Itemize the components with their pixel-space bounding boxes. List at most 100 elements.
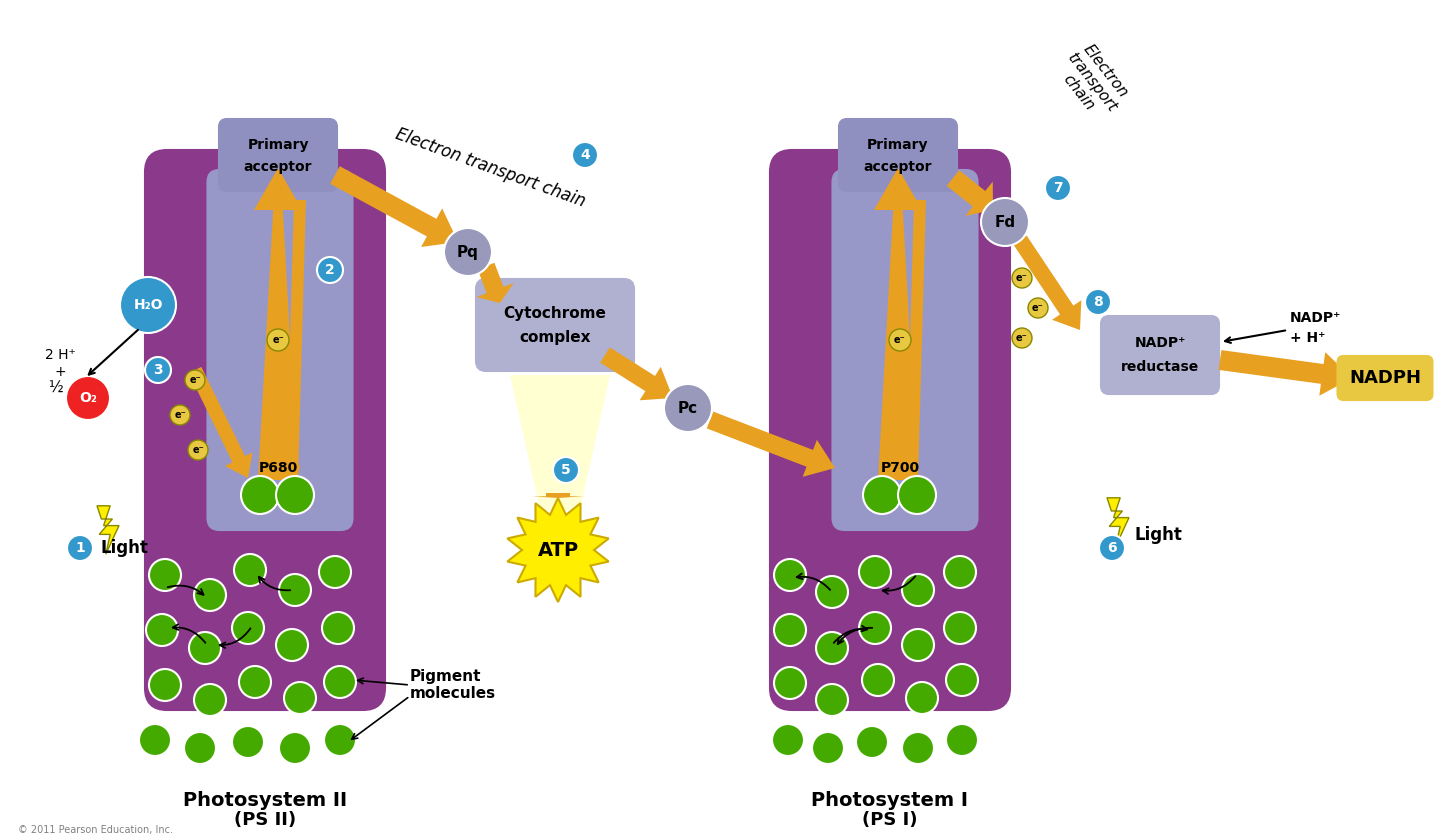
Polygon shape	[507, 498, 609, 602]
Text: O₂: O₂	[79, 391, 96, 405]
Circle shape	[1099, 535, 1125, 561]
Polygon shape	[189, 367, 252, 478]
Text: acceptor: acceptor	[243, 160, 312, 174]
Circle shape	[320, 556, 351, 588]
Circle shape	[1084, 289, 1112, 315]
Text: complex: complex	[520, 329, 590, 344]
Text: (PS I): (PS I)	[863, 811, 917, 829]
Circle shape	[276, 629, 308, 661]
Circle shape	[235, 554, 266, 586]
Circle shape	[284, 682, 315, 714]
Circle shape	[1012, 268, 1032, 288]
Circle shape	[444, 228, 492, 276]
Text: NADPH: NADPH	[1349, 369, 1421, 387]
Circle shape	[140, 724, 171, 756]
FancyBboxPatch shape	[477, 279, 634, 371]
Text: Electron transport chain: Electron transport chain	[393, 125, 588, 211]
Circle shape	[553, 457, 579, 483]
Text: 1: 1	[75, 541, 85, 555]
Circle shape	[194, 579, 226, 611]
Circle shape	[1045, 175, 1071, 201]
Text: Primary: Primary	[248, 138, 308, 152]
Circle shape	[816, 632, 848, 664]
Circle shape	[816, 684, 848, 716]
Circle shape	[1028, 298, 1048, 318]
Circle shape	[184, 370, 204, 390]
Circle shape	[184, 732, 216, 764]
Text: e⁻: e⁻	[1017, 273, 1028, 283]
Text: Photosystem I: Photosystem I	[812, 790, 969, 810]
Circle shape	[981, 198, 1030, 246]
Text: e⁻: e⁻	[1032, 303, 1044, 313]
Circle shape	[68, 535, 94, 561]
Circle shape	[194, 684, 226, 716]
FancyBboxPatch shape	[145, 150, 384, 710]
Polygon shape	[906, 200, 926, 480]
Circle shape	[775, 559, 806, 591]
Text: Pigment
molecules: Pigment molecules	[410, 669, 497, 701]
Circle shape	[279, 732, 311, 764]
Text: ½: ½	[48, 381, 62, 396]
Circle shape	[860, 612, 891, 644]
Text: P680: P680	[258, 461, 298, 475]
Polygon shape	[1218, 350, 1352, 396]
Polygon shape	[258, 195, 298, 480]
Circle shape	[170, 405, 190, 425]
Text: (PS II): (PS II)	[233, 811, 297, 829]
Polygon shape	[1107, 498, 1129, 546]
Text: 2 H⁺: 2 H⁺	[45, 348, 75, 362]
Polygon shape	[531, 493, 585, 498]
Text: H₂O: H₂O	[134, 298, 163, 312]
Text: 3: 3	[153, 363, 163, 377]
Polygon shape	[874, 168, 922, 210]
Polygon shape	[510, 375, 611, 510]
Polygon shape	[477, 263, 514, 303]
Text: NADP⁺: NADP⁺	[1290, 311, 1342, 325]
Polygon shape	[1014, 235, 1081, 330]
Text: Primary: Primary	[867, 138, 929, 152]
Circle shape	[145, 357, 171, 383]
Circle shape	[279, 574, 311, 606]
Circle shape	[812, 732, 844, 764]
Circle shape	[572, 142, 598, 168]
Polygon shape	[330, 166, 458, 247]
Text: P700: P700	[880, 461, 920, 475]
Text: Pc: Pc	[678, 401, 698, 416]
Text: e⁻: e⁻	[174, 410, 186, 420]
Text: 7: 7	[1053, 181, 1063, 195]
Polygon shape	[707, 412, 835, 477]
Polygon shape	[96, 506, 120, 554]
FancyBboxPatch shape	[207, 170, 353, 530]
Text: 5: 5	[562, 463, 570, 477]
Circle shape	[945, 612, 976, 644]
Circle shape	[324, 724, 356, 756]
Circle shape	[240, 476, 279, 514]
Circle shape	[239, 666, 271, 698]
Text: 2: 2	[325, 263, 336, 277]
Text: Light: Light	[1135, 526, 1182, 544]
Circle shape	[901, 732, 935, 764]
Circle shape	[855, 726, 888, 758]
Circle shape	[148, 669, 181, 701]
Text: Photosystem II: Photosystem II	[183, 790, 347, 810]
Circle shape	[323, 612, 354, 644]
FancyBboxPatch shape	[1102, 316, 1220, 394]
Text: e⁻: e⁻	[1017, 333, 1028, 343]
Circle shape	[906, 682, 937, 714]
Circle shape	[772, 724, 804, 756]
Text: 6: 6	[1107, 541, 1117, 555]
Circle shape	[860, 556, 891, 588]
Circle shape	[1012, 328, 1032, 348]
Circle shape	[120, 277, 176, 333]
Circle shape	[232, 612, 264, 644]
Circle shape	[266, 329, 289, 351]
FancyBboxPatch shape	[832, 170, 978, 530]
Text: e⁻: e⁻	[272, 335, 284, 345]
Circle shape	[145, 614, 179, 646]
Text: NADP⁺: NADP⁺	[1135, 336, 1185, 350]
Text: Light: Light	[99, 539, 148, 557]
Text: e⁻: e⁻	[192, 445, 204, 455]
FancyBboxPatch shape	[1338, 356, 1433, 400]
Text: Cytochrome: Cytochrome	[504, 306, 606, 321]
Polygon shape	[878, 195, 917, 480]
